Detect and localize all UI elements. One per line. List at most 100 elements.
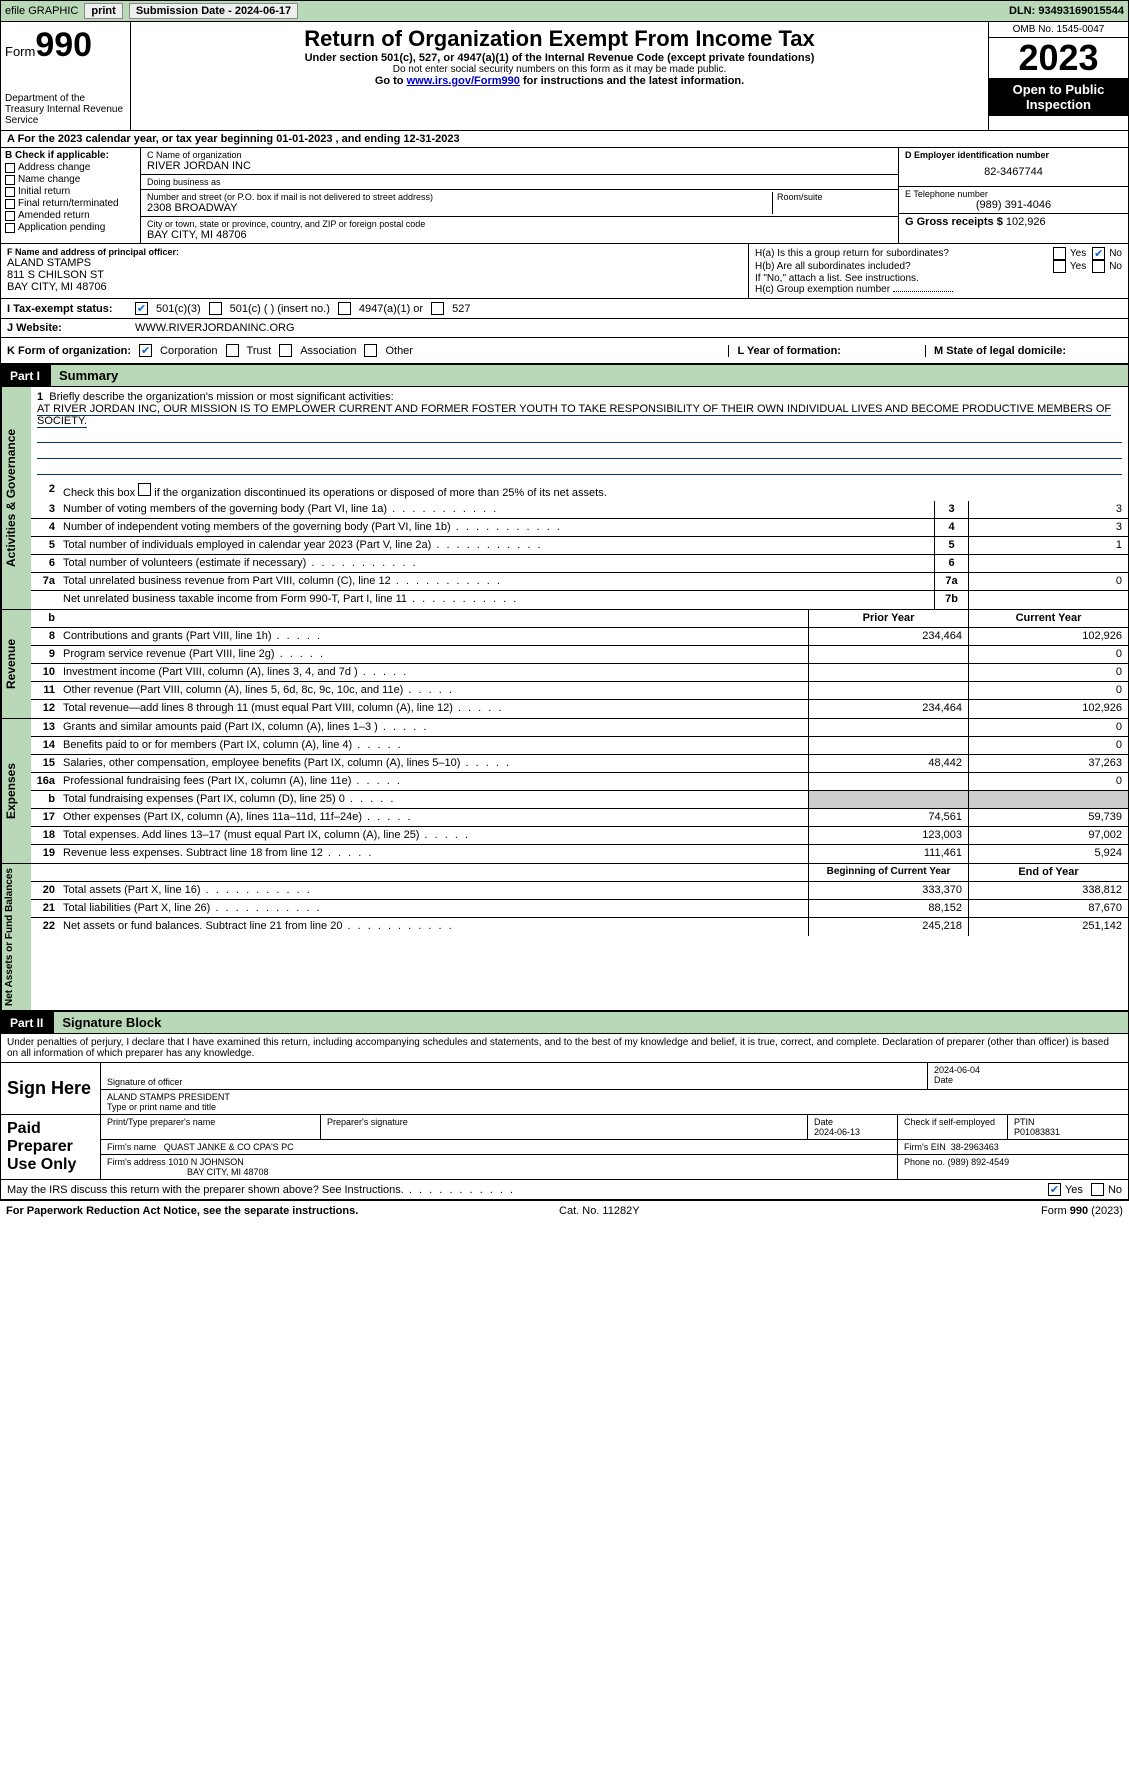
current-value: 0	[968, 664, 1128, 681]
table-row: 20Total assets (Part X, line 16)333,3703…	[31, 882, 1128, 900]
prior-value	[808, 719, 968, 736]
print-button[interactable]: print	[84, 3, 122, 19]
current-value	[968, 791, 1128, 808]
section-governance: Activities & Governance 1 Briefly descri…	[0, 387, 1129, 610]
line-text: Total expenses. Add lines 13–17 (must eq…	[59, 827, 808, 844]
col-h: H(a) Is this a group return for subordin…	[748, 244, 1128, 298]
line6-text: Total number of volunteers (estimate if …	[59, 555, 934, 572]
mission-underline	[37, 429, 1122, 443]
cat-no: Cat. No. 11282Y	[559, 1205, 640, 1217]
preparer-name-cell: Print/Type preparer's name	[101, 1115, 321, 1139]
prior-value	[808, 682, 968, 699]
current-value: 251,142	[968, 918, 1128, 936]
efile-label: efile GRAPHIC	[5, 5, 78, 17]
efile-topbar: efile GRAPHIC print Submission Date - 20…	[0, 0, 1129, 22]
hb-yes-checkbox[interactable]	[1053, 260, 1066, 273]
city-cell: City or town, state or province, country…	[141, 217, 898, 243]
line-text: Salaries, other compensation, employee b…	[59, 755, 808, 772]
table-row: 15Salaries, other compensation, employee…	[31, 755, 1128, 773]
chk-association[interactable]	[279, 344, 292, 357]
form-footer-label: Form 990 (2023)	[1041, 1205, 1123, 1217]
prior-value	[808, 773, 968, 790]
line-text: Professional fundraising fees (Part IX, …	[59, 773, 808, 790]
line2-checkbox[interactable]	[138, 483, 151, 496]
current-value: 97,002	[968, 827, 1128, 844]
ein-label: D Employer identification number	[905, 150, 1122, 160]
chk-final-return[interactable]: Final return/terminated	[5, 198, 136, 209]
line-text: Total fundraising expenses (Part IX, col…	[59, 791, 808, 808]
ha-no-checkbox[interactable]	[1092, 247, 1105, 260]
omb-number: OMB No. 1545-0047	[989, 22, 1128, 38]
current-value: 0	[968, 737, 1128, 754]
part2-tab: Part II	[0, 1013, 53, 1033]
ha-label: H(a) Is this a group return for subordin…	[755, 248, 1047, 259]
prior-value	[808, 737, 968, 754]
l-label: L Year of formation:	[728, 345, 849, 357]
ein-value: 82-3467744	[905, 160, 1122, 184]
chk-trust[interactable]	[226, 344, 239, 357]
form-subtitle: Under section 501(c), 527, or 4947(a)(1)…	[137, 52, 982, 64]
irs-link[interactable]: www.irs.gov/Form990	[407, 75, 520, 87]
discuss-yes-checkbox[interactable]	[1048, 1183, 1061, 1196]
officer-addr2: BAY CITY, MI 48706	[7, 281, 742, 293]
officer-name: ALAND STAMPS	[7, 257, 742, 269]
row-k-lead: K Form of organization:	[7, 345, 131, 357]
row-i-lead: I Tax-exempt status:	[7, 303, 127, 315]
page-footer: For Paperwork Reduction Act Notice, see …	[0, 1200, 1129, 1221]
line-text: Other revenue (Part VIII, column (A), li…	[59, 682, 808, 699]
line-text: Net assets or fund balances. Subtract li…	[59, 918, 808, 936]
prior-value: 234,464	[808, 700, 968, 718]
current-value: 102,926	[968, 700, 1128, 718]
part1-tab: Part I	[0, 366, 50, 386]
ein-cell: D Employer identification number 82-3467…	[899, 148, 1128, 187]
dba-cell: Doing business as	[141, 175, 898, 190]
ha-row: H(a) Is this a group return for subordin…	[755, 247, 1122, 260]
m-label: M State of legal domicile:	[925, 345, 1074, 357]
chk-application-pending[interactable]: Application pending	[5, 222, 136, 233]
table-row: 21Total liabilities (Part X, line 26)88,…	[31, 900, 1128, 918]
form-number: 990	[35, 26, 92, 64]
ha-yes-checkbox[interactable]	[1053, 247, 1066, 260]
line5-value: 1	[968, 537, 1128, 554]
row-k: K Form of organization: Corporation Trus…	[0, 338, 1129, 364]
hb-no-checkbox[interactable]	[1092, 260, 1105, 273]
chk-address-change[interactable]: Address change	[5, 162, 136, 173]
chk-501c3[interactable]	[135, 302, 148, 315]
chk-other[interactable]	[364, 344, 377, 357]
part2-header: Part II Signature Block	[0, 1011, 1129, 1034]
chk-amended-return[interactable]: Amended return	[5, 210, 136, 221]
current-value: 0	[968, 773, 1128, 790]
prior-value: 88,152	[808, 900, 968, 917]
chk-name-change[interactable]: Name change	[5, 174, 136, 185]
discuss-no-checkbox[interactable]	[1091, 1183, 1104, 1196]
line6-value	[968, 555, 1128, 572]
chk-corporation[interactable]	[139, 344, 152, 357]
preparer-sig-cell: Preparer's signature	[321, 1115, 808, 1139]
tax-year: 2023	[989, 38, 1128, 78]
firm-name-cell: Firm's name QUAST JANKE & CO CPA'S PC	[101, 1140, 898, 1154]
prior-value: 111,461	[808, 845, 968, 863]
row-a-period: A For the 2023 calendar year, or tax yea…	[0, 131, 1129, 148]
submission-date-button[interactable]: Submission Date - 2024-06-17	[129, 3, 298, 19]
officer-label: F Name and address of principal officer:	[7, 247, 742, 257]
chk-initial-return[interactable]: Initial return	[5, 186, 136, 197]
dln-label: DLN: 93493169015544	[1009, 5, 1124, 17]
discuss-text: May the IRS discuss this return with the…	[7, 1184, 1040, 1196]
paperwork-notice: For Paperwork Reduction Act Notice, see …	[6, 1205, 358, 1217]
address-cell: Number and street (or P.O. box if mail i…	[141, 190, 898, 217]
department-label: Department of the Treasury Internal Reve…	[5, 93, 126, 126]
vlabel-revenue: Revenue	[1, 610, 31, 718]
line-text: Total revenue—add lines 8 through 11 (mu…	[59, 700, 808, 718]
checkbox-icon	[5, 163, 15, 173]
chk-501c[interactable]	[209, 302, 222, 315]
chk-527[interactable]	[431, 302, 444, 315]
chk-4947[interactable]	[338, 302, 351, 315]
current-year-header: Current Year	[968, 610, 1128, 627]
ptin-cell: PTINP01083831	[1008, 1115, 1128, 1139]
checkbox-icon	[5, 211, 15, 221]
current-value: 338,812	[968, 882, 1128, 899]
section-net-assets: Net Assets or Fund Balances Beginning of…	[0, 864, 1129, 1011]
prior-value: 48,442	[808, 755, 968, 772]
officer-name-cell: ALAND STAMPS PRESIDENT Type or print nam…	[101, 1090, 1128, 1114]
current-value: 0	[968, 682, 1128, 699]
